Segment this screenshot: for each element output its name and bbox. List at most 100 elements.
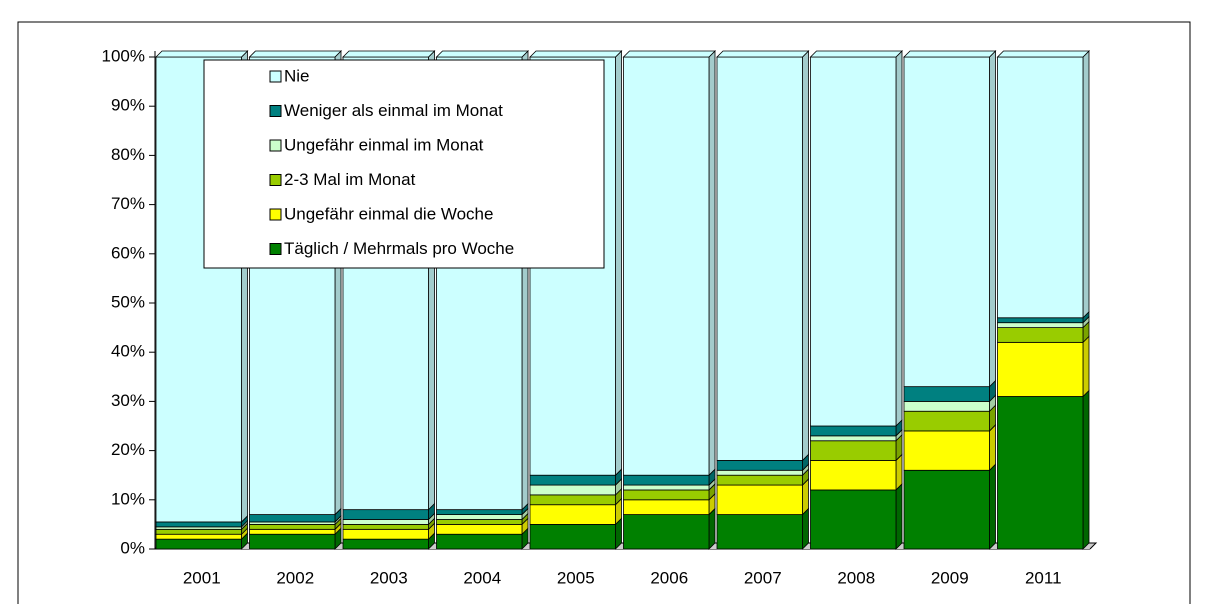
bar-top	[809, 50, 903, 58]
bar	[155, 528, 242, 535]
x-tick-label: 2004	[463, 568, 501, 587]
bar-side	[895, 482, 903, 550]
legend-label: 2-3 Mal im Monat	[284, 170, 416, 189]
bar	[529, 484, 616, 496]
x-tick-label: 2002	[276, 568, 314, 587]
x-tick-label: 2011	[1025, 568, 1062, 587]
legend-label: Ungefähr einmal die Woche	[284, 204, 493, 223]
y-tick-label: 60%	[111, 243, 145, 262]
bar	[810, 489, 897, 550]
bar	[155, 538, 242, 550]
legend-label: Nie	[284, 66, 310, 85]
bar	[342, 538, 429, 550]
bar-side	[895, 50, 903, 427]
bar	[903, 56, 990, 388]
bar-top	[996, 50, 1090, 58]
bar-side	[989, 50, 996, 388]
bar-side	[708, 50, 716, 477]
x-tick-label: 2003	[370, 568, 408, 587]
bar	[623, 489, 710, 501]
bar	[623, 474, 710, 486]
frame	[17, 21, 1191, 604]
bar	[997, 317, 1084, 324]
y-tick-label: 0%	[120, 538, 145, 557]
bar	[342, 509, 429, 520]
bar	[436, 509, 523, 515]
bar	[436, 533, 523, 550]
bar	[997, 341, 1084, 397]
x-tick-label: 2009	[931, 568, 969, 587]
bar-side	[615, 50, 622, 477]
bar	[155, 521, 242, 528]
bar	[155, 533, 242, 540]
bar	[342, 528, 429, 540]
bar-top	[622, 50, 716, 58]
y-tick-label: 80%	[111, 145, 145, 164]
bar	[810, 425, 897, 437]
bar	[249, 514, 336, 523]
y-tick-label: 40%	[111, 342, 145, 361]
legend-box	[203, 59, 605, 269]
bar	[810, 460, 897, 491]
bar	[716, 460, 803, 471]
legend-label: Weniger als einmal im Monat	[284, 101, 503, 120]
bar	[716, 474, 803, 486]
bar	[342, 519, 429, 525]
bar-top	[248, 50, 342, 58]
x-tick-label: 2008	[837, 568, 875, 587]
bar	[436, 524, 523, 535]
legend-swatch	[269, 70, 282, 83]
bar	[810, 435, 897, 442]
legend-swatch	[269, 208, 282, 221]
bar	[903, 469, 990, 550]
bar-side	[802, 50, 809, 462]
bar	[436, 519, 523, 525]
bar-side	[989, 423, 996, 472]
bar	[249, 528, 336, 535]
bar	[716, 484, 803, 515]
legend: Täglich / Mehrmals pro Woche Ungefähr ein…	[203, 59, 605, 269]
y-tick-label: 20%	[111, 440, 145, 459]
bar-top	[435, 50, 529, 58]
legend-swatch	[269, 174, 282, 186]
y-tick-label: 30%	[111, 391, 145, 410]
bar	[529, 494, 616, 506]
bar-side	[1082, 50, 1090, 319]
bar	[623, 484, 710, 491]
bar	[529, 474, 616, 486]
bar	[997, 396, 1084, 550]
bar	[529, 524, 616, 550]
bar	[810, 440, 897, 461]
legend-swatch	[269, 243, 282, 255]
bar	[810, 56, 897, 427]
bar-top	[155, 50, 249, 58]
bar	[249, 533, 336, 550]
bar-top	[716, 50, 810, 58]
x-tick-label: 2007	[744, 568, 782, 587]
bar	[436, 514, 523, 520]
bar	[716, 56, 803, 461]
x-tick-label: 2006	[650, 568, 688, 587]
bar	[623, 514, 710, 550]
bar	[903, 410, 990, 432]
legend-label: Ungefähr einmal im Monat	[284, 135, 484, 154]
legend-label: Täglich / Mehrmals pro Woche	[284, 239, 514, 258]
legend-swatch	[269, 105, 282, 117]
bar	[623, 499, 710, 515]
x-tick-label: 2005	[557, 568, 595, 587]
y-tick-label: 50%	[111, 292, 145, 311]
bar-side	[989, 463, 996, 550]
y-tick-label: 90%	[111, 96, 145, 115]
y-tick-label: 10%	[111, 489, 145, 508]
bar	[903, 430, 990, 471]
bar	[716, 469, 803, 476]
bar-side	[1082, 335, 1090, 398]
bar	[249, 524, 336, 530]
bar-side	[802, 507, 809, 550]
bar-side	[1082, 389, 1090, 550]
bar-top	[342, 50, 436, 58]
bar-top	[529, 50, 623, 58]
bar	[997, 56, 1084, 319]
bar	[529, 504, 616, 525]
